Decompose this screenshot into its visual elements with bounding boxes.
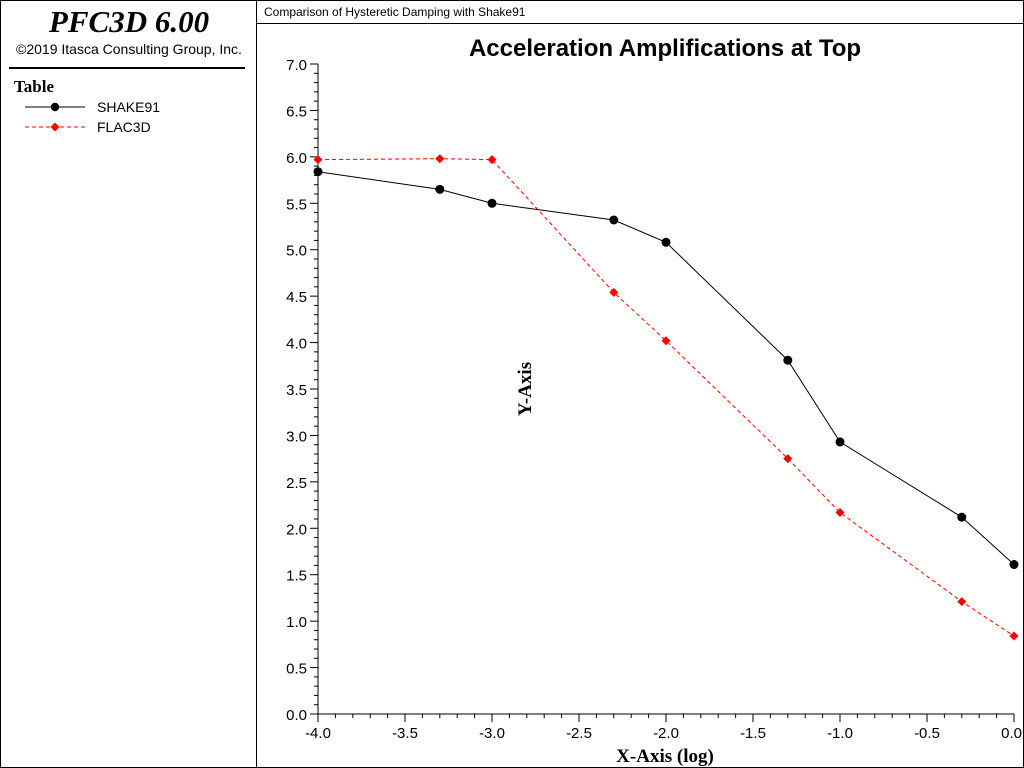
legend-label: FLAC3D [97,119,151,135]
divider [9,67,245,69]
y-tick-label: 0.0 [286,707,307,724]
y-tick-label: 6.5 [286,103,307,120]
data-point-flac3d [783,454,793,464]
x-tick-label: -0.5 [914,725,940,742]
series-line-flac3d [317,158,1015,637]
data-point-shake91 [435,184,445,194]
plot-header-bar: Comparison of Hysteretic Damping with Sh… [257,1,1023,24]
y-tick-label: 4.5 [286,289,307,306]
data-point-shake91 [313,167,323,177]
x-tick-label: -1.0 [827,725,853,742]
circle-marker-icon [50,102,60,112]
data-point-flac3d [609,287,619,297]
y-tick-label: 5.0 [286,243,307,260]
data-point-shake91 [661,237,671,247]
y-tick-label: 2.5 [286,475,307,492]
y-tick-label: 2.0 [286,521,307,538]
legend-swatch-flac3d [25,122,85,132]
x-tick-label: -1.5 [740,725,766,742]
data-point-flac3d [313,155,323,165]
x-axis-label: X-Axis (log) [616,746,714,767]
y-tick-label: 5.5 [286,196,307,213]
data-point-shake91 [1009,560,1019,569]
data-point-shake91 [957,512,967,522]
chart-title: Acceleration Amplifications at Top [469,35,861,62]
y-axis-label: Y-Axis [515,362,536,416]
series-line-shake91 [317,171,1015,565]
x-tick-label: -2.5 [566,725,592,742]
x-tick-label: -2.0 [653,725,679,742]
legend-title: Table [14,77,55,96]
legend-label: SHAKE91 [97,99,161,115]
data-point-shake91 [609,215,619,225]
legend-swatch-shake91 [25,102,85,112]
data-point-flac3d [435,154,445,164]
y-tick-label: 3.5 [286,382,307,399]
legend-item-flac3d: FLAC3D [23,118,243,136]
y-tick-label: 6.0 [286,150,307,167]
data-point-flac3d [1009,631,1019,641]
plot-header-text: Comparison of Hysteretic Damping with Sh… [264,5,526,19]
x-tick-label: -3.0 [479,725,505,742]
x-tick-label: 0.0 [1001,725,1022,742]
data-point-shake91 [487,198,497,208]
x-tick-label: -4.0 [305,725,331,742]
data-point-flac3d [661,336,671,346]
data-point-flac3d [835,508,845,517]
data-point-flac3d [957,597,967,607]
copyright-text: ©2019 Itasca Consulting Group, Inc. [16,41,242,57]
data-point-shake91 [835,437,845,447]
chart-plot: Acceleration Amplifications at Top 0.00.… [286,35,1022,767]
y-tick-label: 7.0 [286,57,307,74]
y-tick-label: 4.0 [286,336,307,353]
data-point-flac3d [487,155,497,165]
series-layer [313,154,1019,641]
data-point-shake91 [783,355,793,365]
y-tick-label: 3.0 [286,428,307,445]
y-tick-label: 1.5 [286,568,307,585]
chart-panel: Comparison of Hysteretic Damping with Sh… [256,0,1024,768]
y-tick-label: 0.5 [286,661,307,678]
x-tick-label: -3.5 [392,725,418,742]
app-title: PFC3D 6.00 [48,4,210,39]
x-axis: -4.0 -3.5 -3.0 -2.5 -2.0 -1.5 -1.0 -0.5 0.0 [305,713,1022,742]
y-axis: 0.0 0.5 1.0 1.5 2.0 2.5 3.0 3.5 4.0 4.5 5.0 5.5 6.0 6… [286,57,319,724]
diamond-marker-icon [50,122,60,132]
legend-panel: PFC3D 6.00 ©2019 Itasca Consulting Group… [0,0,256,768]
legend-item-shake91: SHAKE91 [23,98,243,116]
y-tick-label: 1.0 [286,614,307,631]
